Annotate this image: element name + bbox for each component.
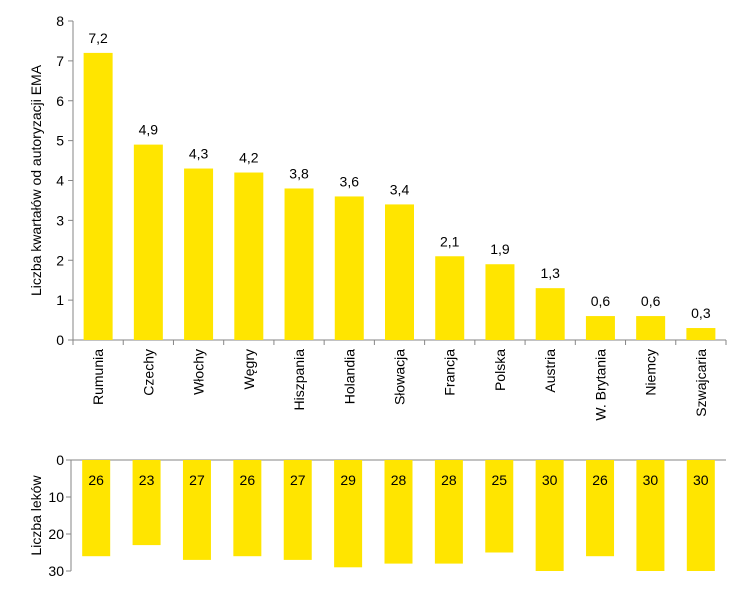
bottom-bar: [686, 460, 715, 571]
top-data-label: 4,9: [139, 122, 159, 138]
bottom-data-label: 30: [643, 472, 659, 488]
top-data-label: 1,9: [490, 241, 510, 257]
bottom-data-label: 30: [693, 472, 709, 488]
top-bar: [385, 204, 414, 340]
top-bar: [686, 328, 716, 340]
top-bar: [636, 316, 666, 340]
bottom-data-label: 29: [340, 472, 356, 488]
top-bar: [334, 196, 364, 340]
bottom-bar: [384, 460, 413, 564]
bottom-bar: [586, 460, 615, 557]
top-y-axis-title: Liczba kwartałów od autoryzacji EMA: [28, 64, 44, 296]
category-label: Czechy: [140, 349, 156, 396]
bottom-data-label: 26: [592, 472, 608, 488]
top-data-label: 2,1: [440, 233, 460, 249]
top-bar: [83, 52, 113, 341]
bottom-y-tick-label: 10: [48, 489, 64, 505]
top-bar: [284, 188, 314, 340]
top-y-tick-label: 0: [56, 332, 64, 348]
top-y-tick-label: 3: [56, 212, 64, 228]
bottom-data-label: 27: [189, 472, 205, 488]
bottom-bar: [334, 460, 363, 568]
top-y-tick-label: 5: [56, 133, 64, 149]
top-data-label: 0,6: [591, 293, 611, 309]
bottom-y-tick-label: 30: [48, 563, 64, 579]
bottom-bar: [182, 460, 211, 560]
bottom-bar: [434, 460, 463, 564]
category-label: Włochy: [191, 349, 207, 395]
bottom-data-label: 25: [491, 472, 507, 488]
top-bar: [435, 256, 465, 340]
bottom-bar: [82, 460, 111, 557]
top-data-label: 1,3: [540, 265, 560, 281]
top-data-label: 4,2: [239, 150, 259, 166]
top-data-label: 3,8: [289, 165, 309, 181]
category-label: Austria: [542, 349, 558, 393]
category-label: Niemcy: [643, 349, 659, 396]
top-bar-chart: 0 1 2 3 4 5 6 7 8 7,2 Rumunia 4,9 Czechy 4,3 Włochy 4,2…: [28, 13, 727, 421]
top-y-tick-label: 2: [56, 252, 64, 268]
category-label: Francja: [442, 349, 458, 396]
bottom-bar: [132, 460, 161, 546]
top-y-tick-label: 1: [56, 292, 64, 308]
top-bar: [585, 316, 615, 340]
bottom-bar: [535, 460, 564, 571]
top-data-label: 0,3: [691, 305, 711, 321]
top-data-label: 7,2: [88, 30, 108, 46]
category-label: Słowacja: [392, 349, 408, 405]
top-y-tick-label: 4: [56, 173, 64, 189]
top-y-tick-label: 6: [56, 93, 64, 109]
top-y-tick-label: 7: [56, 53, 64, 69]
top-bar: [133, 144, 163, 340]
category-label: W. Brytania: [592, 349, 608, 421]
top-y-tick-label: 8: [56, 13, 64, 29]
top-bar: [234, 172, 264, 340]
top-data-label: 3,4: [390, 181, 410, 197]
bottom-bar: [636, 460, 665, 571]
bottom-data-label: 30: [542, 472, 558, 488]
top-data-label: 3,6: [340, 173, 360, 189]
bottom-data-label: 26: [240, 472, 256, 488]
category-label: Hiszpania: [291, 349, 307, 411]
category-label: Polska: [492, 349, 508, 391]
category-label: Węgry: [241, 349, 257, 389]
bottom-data-label: 26: [88, 472, 104, 488]
bottom-data-label: 28: [391, 472, 407, 488]
category-label: Szwajcaria: [693, 349, 709, 417]
top-data-label: 0,6: [641, 293, 661, 309]
bottom-y-tick-label: 20: [48, 526, 64, 542]
bottom-data-label: 23: [139, 472, 155, 488]
category-label: Holandia: [341, 349, 357, 404]
bottom-data-label: 28: [441, 472, 457, 488]
bottom-y-tick-label: 0: [56, 452, 64, 468]
category-label: Rumunia: [90, 349, 106, 405]
top-data-label: 4,3: [189, 146, 209, 162]
top-bar: [485, 264, 515, 340]
top-bar: [535, 288, 565, 340]
bottom-bar: [283, 460, 312, 560]
bottom-bar: [233, 460, 262, 557]
bottom-y-axis-title: Liczba leków: [28, 475, 44, 556]
bottom-data-label: 27: [290, 472, 306, 488]
top-bar: [184, 168, 214, 340]
bottom-bar: [485, 460, 514, 553]
